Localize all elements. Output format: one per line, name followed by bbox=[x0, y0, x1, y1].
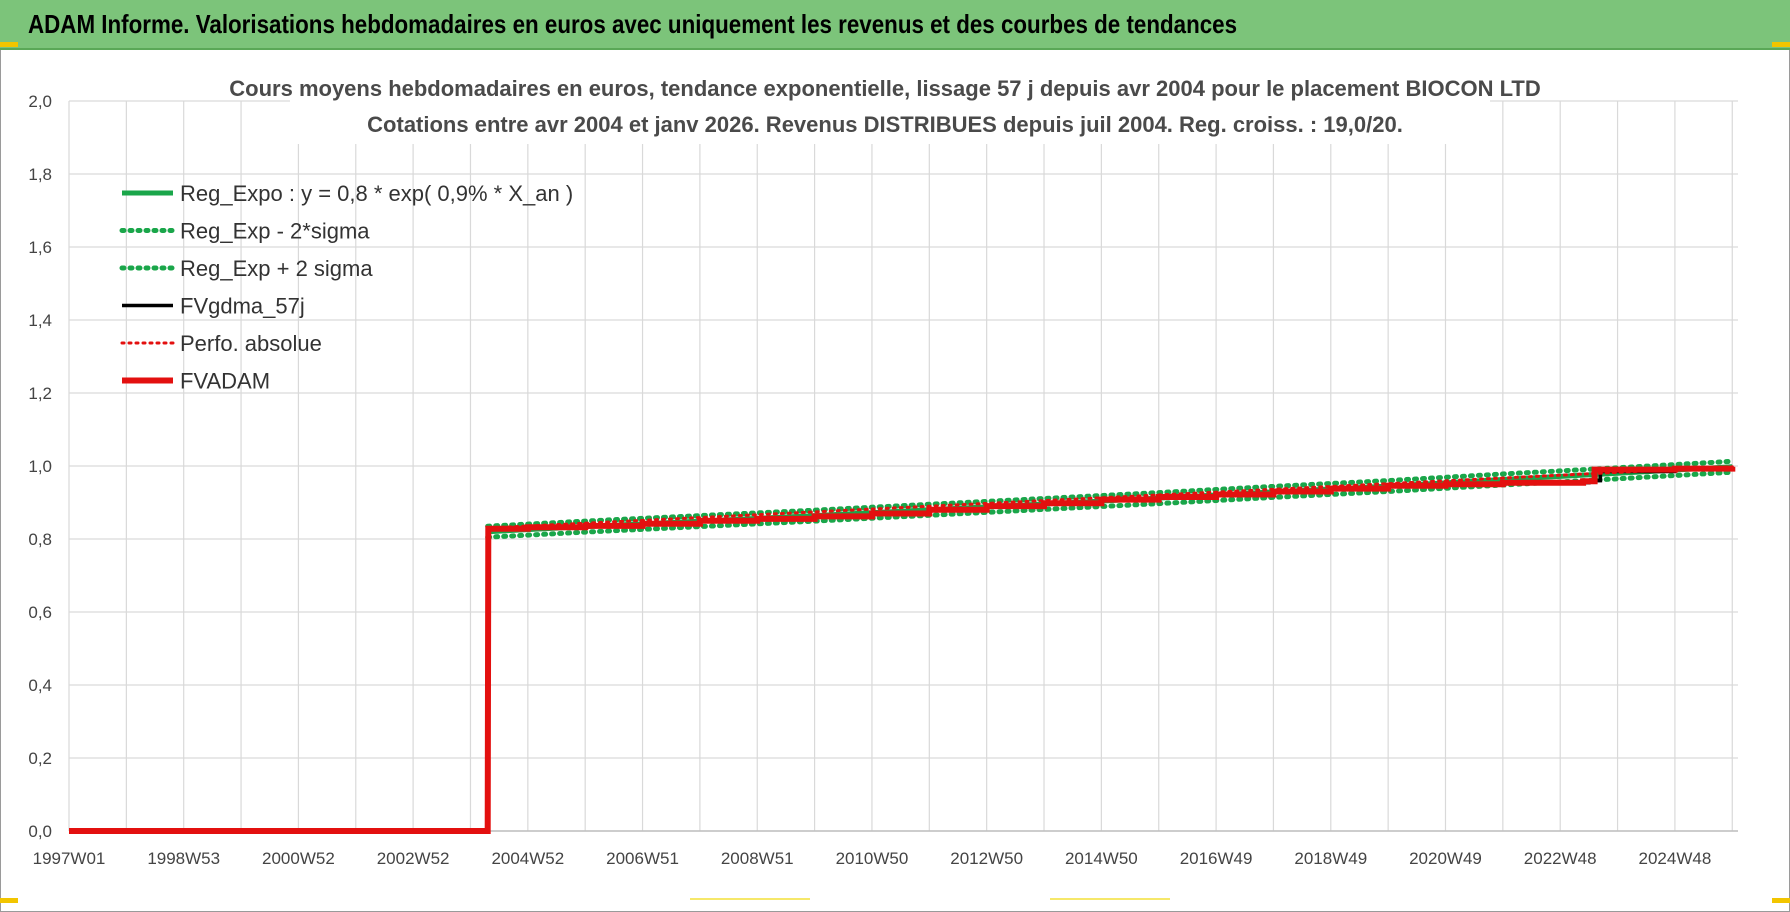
report-banner: ADAM Informe. Valorisations hebdomadaire… bbox=[0, 0, 1790, 50]
x-tick-label: 2020W49 bbox=[1409, 849, 1482, 868]
series-line-reg-exp-2-sigma bbox=[485, 458, 1735, 529]
footer-mark bbox=[690, 898, 810, 900]
legend-label-reg-exp-2-sigma: Reg_Exp - 2*sigma bbox=[180, 219, 370, 244]
y-tick-label: 0,2 bbox=[28, 749, 52, 768]
series-line-fvadam bbox=[69, 465, 1736, 834]
x-tick-label: 2022W48 bbox=[1524, 849, 1597, 868]
x-tick-label: 2000W52 bbox=[262, 849, 335, 868]
legend-label-reg-expo-y-0-8-exp-0-9-x-an: Reg_Expo : y = 0,8 * exp( 0,9% * X_an ) bbox=[180, 181, 573, 206]
footer-mark bbox=[1050, 898, 1170, 900]
report-title: ADAM Informe. Valorisations hebdomadaire… bbox=[28, 9, 1238, 39]
series-lines bbox=[69, 458, 1736, 834]
title-background bbox=[290, 70, 1490, 144]
y-tick-label: 0,8 bbox=[28, 530, 52, 549]
chart-title: Cours moyens hebdomadaires en euros, ten… bbox=[229, 76, 1540, 101]
legend-label-fvgdma-57j: FVgdma_57j bbox=[180, 294, 305, 319]
y-tick-label: 1,6 bbox=[28, 238, 52, 257]
x-tick-label: 1998W53 bbox=[147, 849, 220, 868]
y-tick-label: 1,0 bbox=[28, 457, 52, 476]
y-tick-label: 0,4 bbox=[28, 676, 52, 695]
legend-label-perfo-absolue: Perfo. absolue bbox=[180, 331, 322, 356]
legend-label-reg-exp-2-sigma: Reg_Exp + 2 sigma bbox=[180, 256, 373, 281]
y-tick-label: 0,0 bbox=[28, 822, 52, 841]
chart-subtitle: Cotations entre avr 2004 et janv 2026. R… bbox=[367, 112, 1403, 137]
y-tick-label: 1,4 bbox=[28, 311, 52, 330]
series-line-fvgdma-57j bbox=[69, 466, 1735, 833]
grid-lines bbox=[68, 100, 1738, 832]
legend: Reg_Expo : y = 0,8 * exp( 0,9% * X_an ) R… bbox=[119, 181, 573, 394]
x-tick-label: 2012W50 bbox=[950, 849, 1023, 868]
x-tick-label: 1997W01 bbox=[33, 849, 106, 868]
x-tick-label: 2006W51 bbox=[606, 849, 679, 868]
x-tick-label: 2018W49 bbox=[1294, 849, 1367, 868]
corner-mark-top-right bbox=[1772, 42, 1790, 47]
corner-mark-top-left bbox=[0, 42, 18, 47]
x-tick-label: 2008W51 bbox=[721, 849, 794, 868]
y-tick-label: 1,2 bbox=[28, 384, 52, 403]
y-tick-label: 0,6 bbox=[28, 603, 52, 622]
corner-mark-bottom-left bbox=[0, 898, 18, 903]
chart-titles: Cours moyens hebdomadaires en euros, ten… bbox=[229, 70, 1541, 144]
x-tick-label: 2010W50 bbox=[836, 849, 909, 868]
x-tick-label: 2004W52 bbox=[491, 849, 564, 868]
x-tick-label: 2002W52 bbox=[377, 849, 450, 868]
y-tick-label: 1,8 bbox=[28, 165, 52, 184]
x-tick-label: 2016W49 bbox=[1180, 849, 1253, 868]
corner-mark-bottom-right bbox=[1772, 898, 1790, 903]
legend-label-fvadam: FVADAM bbox=[180, 369, 270, 394]
x-tick-label: 2014W50 bbox=[1065, 849, 1138, 868]
y-tick-label: 2,0 bbox=[28, 92, 52, 111]
x-tick-label: 2024W48 bbox=[1639, 849, 1712, 868]
